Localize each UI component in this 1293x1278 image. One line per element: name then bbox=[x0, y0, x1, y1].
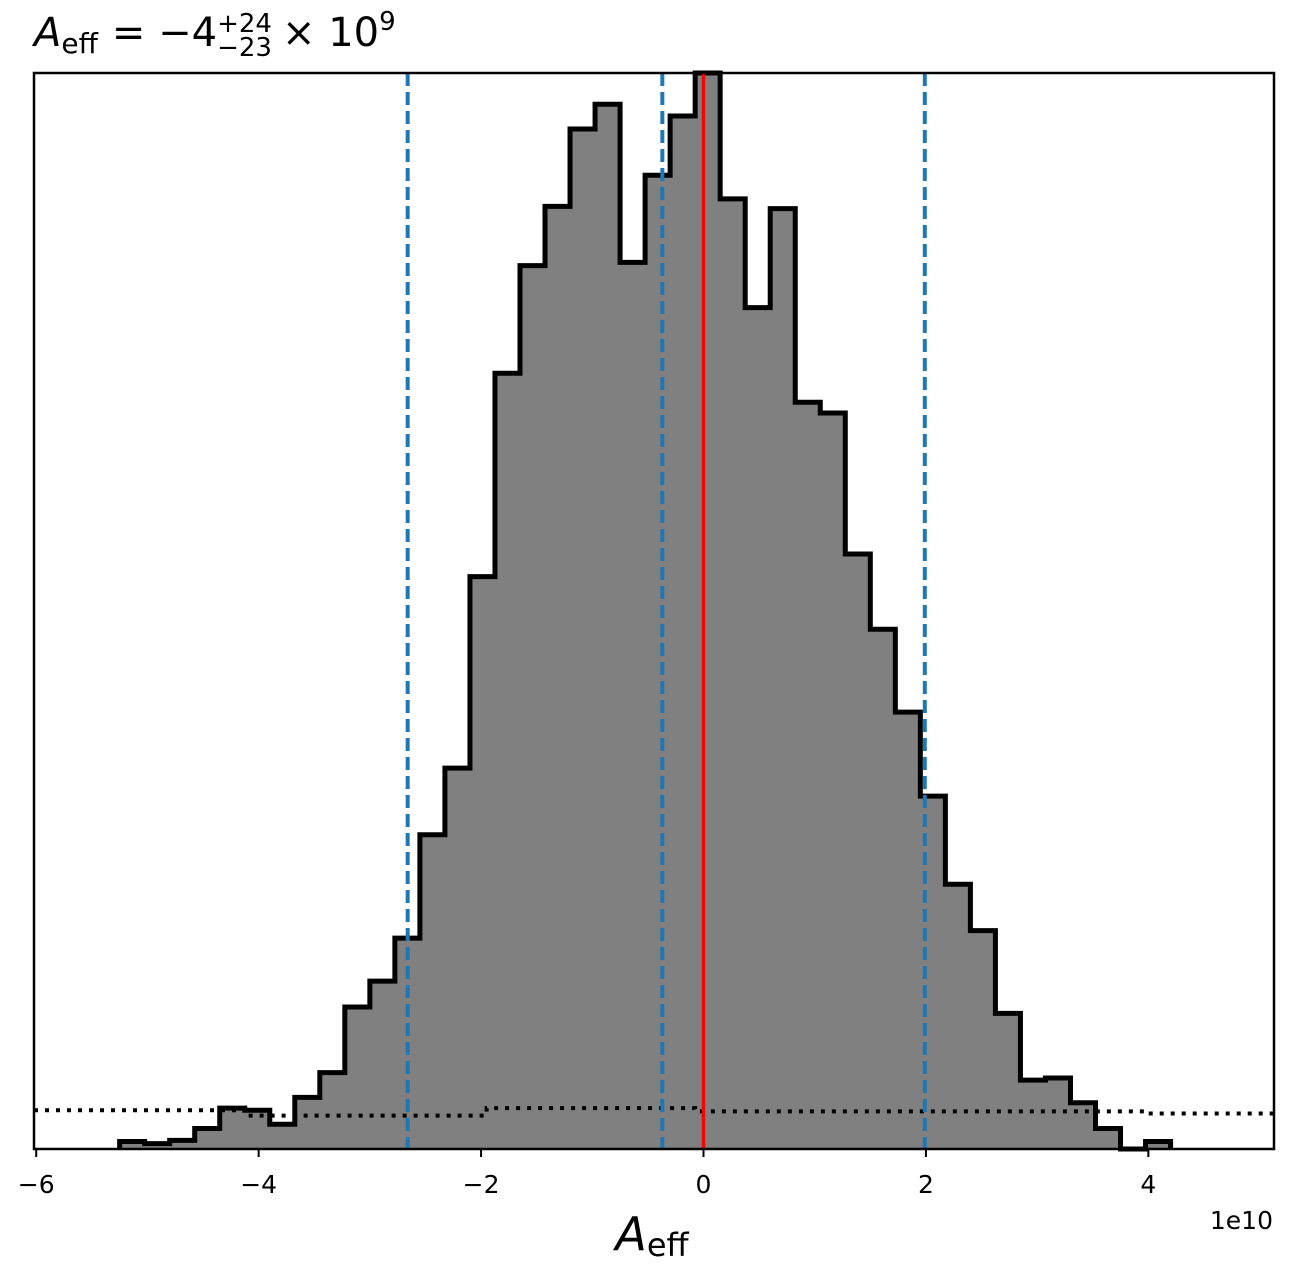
x-tick-label: 0 bbox=[696, 1170, 712, 1199]
histogram-bar bbox=[344, 1006, 371, 1149]
histogram-bar bbox=[595, 104, 621, 1150]
histogram-bar bbox=[620, 262, 646, 1150]
histogram-bar bbox=[419, 834, 446, 1149]
histogram-bar bbox=[970, 930, 997, 1149]
title-exp: 9 bbox=[379, 7, 396, 37]
histogram-bar bbox=[645, 175, 671, 1150]
title-symbol: A bbox=[31, 10, 61, 56]
histogram-bar bbox=[820, 413, 846, 1149]
histogram-bar bbox=[670, 116, 696, 1149]
histogram-outline bbox=[117, 70, 1174, 1152]
x-offset-label: 1e10 bbox=[1210, 1206, 1273, 1235]
histogram-bar bbox=[695, 73, 721, 1149]
title-equals: = −4 bbox=[112, 10, 217, 56]
plot-area bbox=[34, 70, 1274, 1152]
title-sub: −23 bbox=[217, 33, 272, 63]
histogram-bar bbox=[1020, 1080, 1047, 1149]
histogram-bar bbox=[119, 1141, 146, 1149]
x-axis: −6 −4 −2 0 2 4 bbox=[18, 1149, 1156, 1199]
chart-title: Aeff = −4+24 −23 × 109 bbox=[31, 7, 396, 63]
histogram-bar bbox=[1045, 1077, 1072, 1149]
x-tick-label: −6 bbox=[18, 1170, 55, 1199]
title-symbol-sub: eff bbox=[61, 27, 98, 60]
histogram-bar bbox=[444, 768, 471, 1149]
x-tick-label: −2 bbox=[463, 1170, 500, 1199]
xlabel-symbol: A bbox=[612, 1207, 646, 1261]
x-axis-label: Aeff bbox=[612, 1207, 689, 1264]
histogram-bar bbox=[770, 208, 796, 1150]
histogram-bar bbox=[1095, 1128, 1122, 1149]
histogram-bar bbox=[720, 198, 746, 1150]
histogram-bar bbox=[169, 1140, 196, 1149]
histogram-bar bbox=[469, 576, 496, 1149]
axes-frame bbox=[32, 71, 1276, 1151]
title-sup: +24 bbox=[217, 9, 272, 39]
histogram-bar bbox=[244, 1110, 271, 1149]
x-tick-label: 2 bbox=[918, 1170, 934, 1199]
histogram-bar bbox=[319, 1072, 346, 1149]
x-tick-label: 4 bbox=[1140, 1170, 1156, 1199]
histogram-bar bbox=[294, 1097, 321, 1149]
histogram-bar bbox=[269, 1124, 296, 1149]
histogram-bar bbox=[219, 1108, 246, 1149]
histogram-bar bbox=[795, 402, 821, 1150]
histogram-bar bbox=[870, 629, 896, 1149]
histogram-bar bbox=[845, 553, 871, 1149]
histogram-bar bbox=[545, 206, 571, 1149]
histogram-bar bbox=[995, 1013, 1022, 1149]
histogram-bar bbox=[369, 981, 396, 1149]
histogram-bar bbox=[1145, 1141, 1172, 1149]
histogram-bar bbox=[745, 307, 771, 1149]
histogram-bar bbox=[895, 712, 921, 1149]
histogram-bar bbox=[945, 884, 971, 1149]
histogram-bar bbox=[519, 265, 546, 1149]
x-tick-label: −4 bbox=[240, 1170, 277, 1199]
histogram-bar bbox=[194, 1128, 221, 1149]
histogram-bar bbox=[494, 373, 521, 1150]
xlabel-sub: eff bbox=[647, 1226, 690, 1264]
histogram-bar bbox=[144, 1143, 171, 1149]
title-times: × 10 bbox=[282, 10, 379, 56]
histogram-bar bbox=[570, 128, 596, 1149]
